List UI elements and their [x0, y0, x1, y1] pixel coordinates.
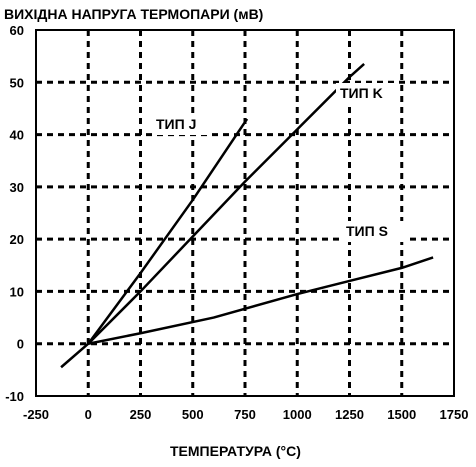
series-label: ТИП J [156, 116, 196, 132]
y-tick-label: 20 [10, 232, 24, 247]
y-tick-label: 40 [10, 128, 24, 143]
y-tick-label: 60 [10, 23, 24, 38]
grid [36, 30, 454, 396]
x-axis-label: ТЕМПЕРАТУРА (°C) [170, 443, 301, 459]
plot-frame [35, 29, 455, 397]
y-tick-label: 10 [10, 284, 24, 299]
series-line-2 [88, 256, 434, 345]
x-tick-label: -250 [23, 407, 49, 422]
x-tick-label: 250 [130, 407, 152, 422]
x-axis-tick-labels: -250 0 250 500 750 1000 1250 1500 1750 [23, 407, 468, 422]
x-tick-label: 1750 [440, 407, 469, 422]
y-tick-label: 50 [10, 75, 24, 90]
chart-title: ВИХІДНА НАПРУГА ТЕРМОПАРИ (мВ) [4, 6, 263, 22]
series-label-background [336, 83, 396, 104]
series-labels: ТИП J ТИП K ТИП S [152, 83, 406, 242]
series-label-background [342, 221, 406, 242]
series-line-0 [87, 118, 249, 345]
y-tick-label: 0 [17, 337, 24, 352]
y-tick-label: 30 [10, 180, 24, 195]
y-tick-label: -10 [5, 389, 24, 404]
x-tick-label: 1250 [335, 407, 364, 422]
series-line-1 [60, 63, 365, 369]
x-tick-label: 1500 [387, 407, 416, 422]
series-lines [60, 63, 434, 369]
series-label: ТИП S [346, 223, 388, 239]
y-axis-tick-labels: -10 0 10 20 30 40 50 60 [5, 23, 24, 404]
x-tick-label: 1000 [283, 407, 312, 422]
x-tick-label: 500 [182, 407, 204, 422]
x-tick-label: 750 [234, 407, 256, 422]
x-tick-label: 0 [85, 407, 92, 422]
series-label: ТИП K [340, 85, 383, 101]
series-label-background [152, 114, 208, 135]
